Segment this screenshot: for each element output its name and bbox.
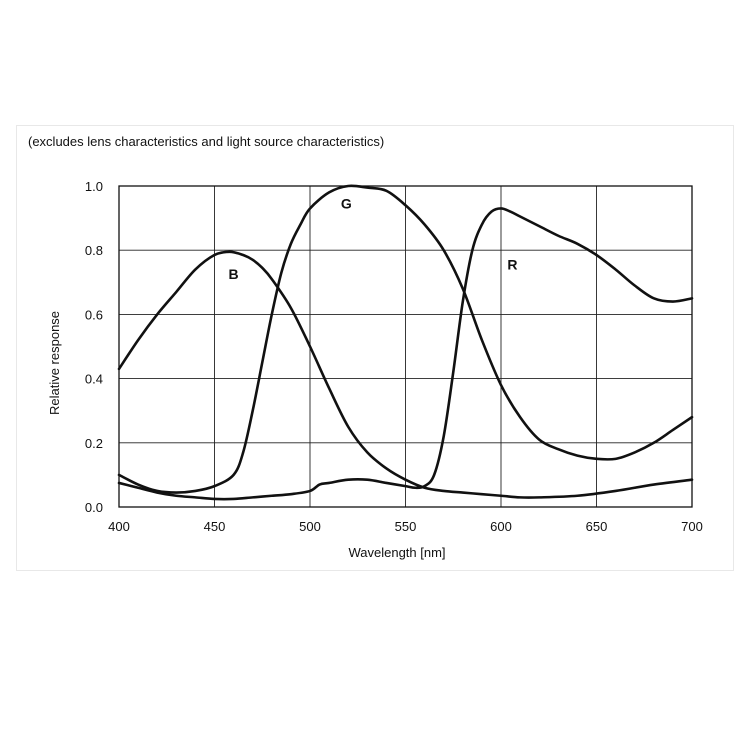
- y-tick-label: 0.2: [85, 436, 103, 451]
- x-tick-label: 400: [108, 519, 130, 534]
- series-line-r: [117, 207, 694, 501]
- y-tick-label: 0.8: [85, 243, 103, 258]
- y-tick-label: 0.0: [85, 500, 103, 515]
- x-axis-label: Wavelength [nm]: [348, 545, 445, 560]
- x-tick-label: 550: [395, 519, 417, 534]
- y-tick-label: 1.0: [85, 179, 103, 194]
- series-line-b: [117, 250, 694, 499]
- chart-subtitle: (excludes lens characteristics and light…: [28, 134, 384, 149]
- x-tick-label: 650: [586, 519, 608, 534]
- x-tick-label: 700: [681, 519, 703, 534]
- curve-layer: [117, 184, 694, 501]
- plot-frame: [118, 185, 693, 508]
- grid-layer: [118, 185, 693, 508]
- y-axis-label: Relative response: [47, 311, 62, 415]
- series-label-r: R: [507, 256, 517, 272]
- series-label-layer: B G R: [229, 195, 518, 282]
- series-label-b: B: [229, 266, 239, 282]
- tick-layer: 400 450 500 550 600 650 700 0.0 0.2 0.4 0.6 0.8 1.0: [85, 179, 703, 534]
- x-tick-label: 600: [490, 519, 512, 534]
- series-line-g: [117, 184, 694, 494]
- chart-svg: (excludes lens characteristics and light…: [28, 134, 703, 560]
- x-tick-label: 450: [204, 519, 226, 534]
- series-label-g: G: [341, 195, 352, 211]
- y-tick-label: 0.6: [85, 307, 103, 322]
- x-tick-label: 500: [299, 519, 321, 534]
- chart-panel: (excludes lens characteristics and light…: [16, 125, 734, 571]
- y-tick-label: 0.4: [85, 372, 103, 387]
